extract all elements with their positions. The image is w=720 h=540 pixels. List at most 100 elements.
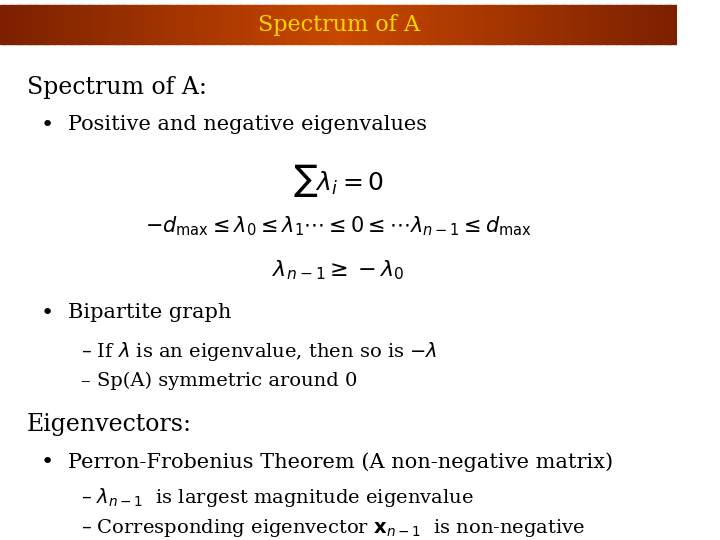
Bar — [633, 5, 637, 44]
Bar — [145, 5, 150, 44]
Bar — [630, 5, 634, 44]
Text: Positive and negative eigenvalues: Positive and negative eigenvalues — [68, 115, 427, 134]
Bar — [589, 5, 593, 44]
Bar — [105, 5, 109, 44]
Bar — [30, 5, 35, 44]
Bar — [119, 5, 122, 44]
Bar — [481, 5, 485, 44]
Bar — [112, 5, 116, 44]
Bar — [91, 5, 96, 44]
Bar — [203, 5, 207, 44]
Bar — [284, 5, 289, 44]
Text: Spectrum of A:: Spectrum of A: — [27, 76, 207, 99]
Bar — [454, 5, 458, 44]
Bar — [251, 5, 255, 44]
Bar — [210, 5, 214, 44]
Text: – $\lambda_{n-1}$  is largest magnitude eigenvalue: – $\lambda_{n-1}$ is largest magnitude e… — [81, 487, 474, 509]
Bar — [575, 5, 580, 44]
Bar — [342, 5, 346, 44]
Bar — [298, 5, 302, 44]
Bar — [413, 5, 417, 44]
Bar — [498, 5, 502, 44]
Bar — [369, 5, 373, 44]
Bar — [501, 5, 505, 44]
Bar — [335, 5, 339, 44]
Bar — [511, 5, 516, 44]
Bar — [233, 5, 238, 44]
Bar — [372, 5, 377, 44]
Bar — [267, 5, 271, 44]
Bar — [217, 5, 221, 44]
Bar — [464, 5, 468, 44]
Bar — [477, 5, 482, 44]
Text: Bipartite graph: Bipartite graph — [68, 303, 231, 322]
Bar — [356, 5, 359, 44]
Bar — [376, 5, 380, 44]
Bar — [667, 5, 671, 44]
Text: •: • — [40, 115, 54, 135]
Bar — [48, 5, 51, 44]
Bar — [515, 5, 518, 44]
Bar — [129, 5, 132, 44]
Bar — [213, 5, 217, 44]
Bar — [27, 5, 31, 44]
Bar — [20, 5, 24, 44]
Bar — [254, 5, 258, 44]
Bar — [636, 5, 641, 44]
Bar — [305, 5, 309, 44]
Bar — [230, 5, 234, 44]
Bar — [491, 5, 495, 44]
Bar — [278, 5, 282, 44]
Bar — [596, 5, 600, 44]
Bar — [430, 5, 434, 44]
Bar — [484, 5, 488, 44]
Bar — [531, 5, 536, 44]
Bar — [186, 5, 190, 44]
Bar — [379, 5, 383, 44]
Bar — [14, 5, 17, 44]
Bar — [159, 5, 163, 44]
Bar — [508, 5, 512, 44]
Bar — [650, 5, 654, 44]
Bar — [153, 5, 156, 44]
Bar — [410, 5, 414, 44]
Bar — [85, 5, 89, 44]
Bar — [142, 5, 146, 44]
Bar — [156, 5, 160, 44]
Bar — [332, 5, 336, 44]
Text: Eigenvectors:: Eigenvectors: — [27, 413, 192, 436]
Bar — [643, 5, 647, 44]
Bar — [291, 5, 295, 44]
Bar — [396, 5, 400, 44]
Bar — [183, 5, 187, 44]
Bar — [447, 5, 451, 44]
Bar — [549, 5, 552, 44]
Bar — [81, 5, 85, 44]
Bar — [474, 5, 478, 44]
Bar — [392, 5, 397, 44]
Bar — [125, 5, 130, 44]
Bar — [471, 5, 474, 44]
Bar — [619, 5, 624, 44]
Text: – Sp(A) symmetric around 0: – Sp(A) symmetric around 0 — [81, 372, 358, 389]
Bar — [257, 5, 261, 44]
Bar — [450, 5, 454, 44]
Bar — [640, 5, 644, 44]
Bar — [139, 5, 143, 44]
Bar — [535, 5, 539, 44]
Bar — [173, 5, 176, 44]
Bar — [467, 5, 472, 44]
Bar — [626, 5, 630, 44]
Bar — [74, 5, 78, 44]
Bar — [261, 5, 265, 44]
Bar — [6, 5, 11, 44]
Bar — [64, 5, 68, 44]
Bar — [240, 5, 244, 44]
Bar — [244, 5, 248, 44]
Bar — [220, 5, 224, 44]
Bar — [61, 5, 65, 44]
Bar — [271, 5, 275, 44]
Bar — [122, 5, 126, 44]
Bar — [247, 5, 251, 44]
Bar — [346, 5, 349, 44]
